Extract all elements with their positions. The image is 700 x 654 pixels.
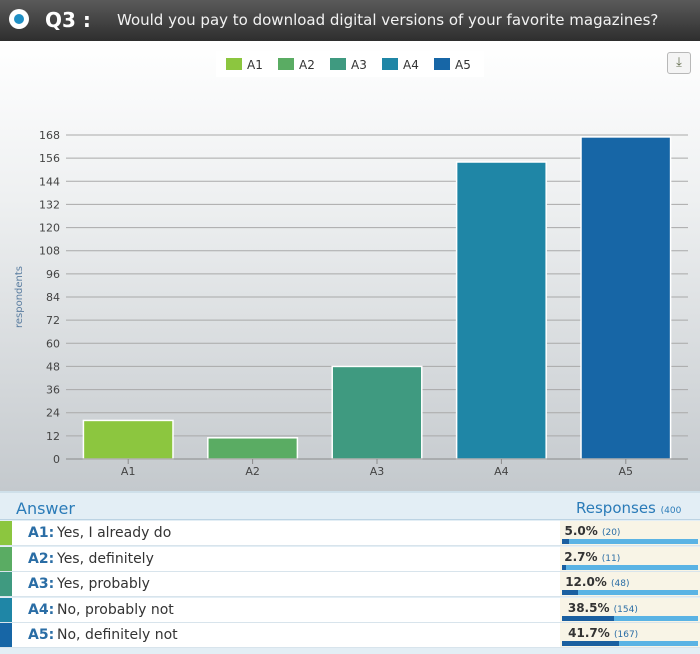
y-tick-label: 0 bbox=[53, 453, 60, 466]
y-tick-label: 120 bbox=[39, 222, 60, 235]
question-text: Would you pay to download digital versio… bbox=[117, 11, 659, 29]
legend-swatch bbox=[278, 58, 294, 70]
legend-label: A1 bbox=[247, 58, 263, 72]
y-tick-label: 36 bbox=[46, 384, 60, 397]
y-tick-label: 24 bbox=[46, 407, 60, 420]
question-number: Q3 : bbox=[45, 8, 91, 32]
answer-code: A3: bbox=[28, 576, 55, 592]
legend-label: A3 bbox=[351, 58, 367, 72]
table-row: A1: Yes, I already do 5.0% (20) bbox=[0, 521, 700, 546]
bar-a3 bbox=[331, 365, 423, 460]
legend-swatch bbox=[330, 58, 346, 70]
percent-value: 5.0% bbox=[564, 524, 598, 538]
response-bar-fill bbox=[562, 590, 579, 595]
x-tick-label: A4 bbox=[494, 465, 509, 478]
answer-color-swatch bbox=[0, 597, 12, 622]
response-count: (167) bbox=[613, 630, 639, 640]
table-row: A3: Yes, probably 12.0% (48) bbox=[0, 572, 700, 597]
response-percent: 12.0% (48) bbox=[565, 575, 629, 589]
legend-label: A4 bbox=[403, 58, 419, 72]
legend-swatch bbox=[434, 58, 450, 70]
chart-panel: A1 A2 A3 A4 A5 0 12 24 36 48 60 72 84 96 108 120 132 144 1… bbox=[0, 41, 700, 491]
download-icon: ⤓ bbox=[676, 55, 682, 70]
response-cell: 41.7% (167) bbox=[560, 623, 700, 647]
response-percent: 38.5% (154) bbox=[568, 601, 638, 615]
percent-value: 38.5% bbox=[567, 600, 610, 615]
response-cell: 5.0% (20) bbox=[560, 521, 700, 545]
response-count: (20) bbox=[601, 528, 621, 538]
y-tick-label: 96 bbox=[46, 268, 60, 281]
y-axis-label: respondents bbox=[14, 266, 25, 328]
y-tick-label: 60 bbox=[46, 337, 60, 350]
answer-label: No, probably not bbox=[57, 601, 174, 618]
legend-label: A2 bbox=[299, 58, 315, 72]
response-bar-fill bbox=[562, 641, 619, 646]
bar-a2 bbox=[207, 437, 299, 460]
download-button[interactable]: ⤓ bbox=[667, 52, 691, 74]
answer-code: A4: bbox=[28, 601, 55, 618]
header-divider bbox=[0, 519, 700, 520]
y-tick-label: 108 bbox=[39, 245, 60, 258]
percent-value: 2.7% bbox=[564, 549, 598, 564]
x-tick-label: A3 bbox=[370, 465, 385, 478]
y-tick-label: 144 bbox=[39, 175, 60, 188]
y-tick-label: 156 bbox=[39, 152, 60, 165]
table-row: A2: Yes, definitely 2.7% (11) bbox=[0, 546, 700, 572]
legend-swatch bbox=[382, 58, 398, 70]
percent-value: 12.0% bbox=[565, 575, 607, 589]
responses-header-label: Responses bbox=[576, 499, 656, 517]
x-tick-label: A2 bbox=[245, 465, 260, 478]
x-tick-label: A5 bbox=[619, 465, 634, 478]
response-cell: 38.5% (154) bbox=[560, 597, 700, 622]
response-percent: 2.7% (11) bbox=[564, 550, 620, 564]
y-tick-label: 72 bbox=[46, 314, 60, 327]
x-tick-label: A1 bbox=[121, 465, 136, 478]
response-count: (48) bbox=[611, 579, 630, 589]
question-header: Q3 : Would you pay to download digital v… bbox=[0, 0, 700, 41]
answer-label: Yes, probably bbox=[57, 576, 150, 592]
response-bar bbox=[562, 539, 698, 544]
answer-code: A1: bbox=[28, 525, 55, 541]
response-percent: 5.0% (20) bbox=[565, 524, 621, 538]
answer-color-swatch bbox=[0, 546, 12, 571]
table-row: A4: No, probably not 38.5% (154) bbox=[0, 597, 700, 623]
response-bar-fill bbox=[562, 615, 615, 621]
answer-label: Yes, definitely bbox=[57, 550, 154, 567]
bar-chart: A1 A2 A3 A4 A5 0 12 24 36 48 60 72 84 96 108 120 132 144 1… bbox=[14, 51, 688, 478]
response-bar bbox=[562, 641, 698, 646]
legend-swatch bbox=[226, 58, 242, 70]
bar-a4 bbox=[455, 161, 547, 460]
answer-header: Answer bbox=[16, 499, 75, 518]
answer-code: A2: bbox=[28, 550, 55, 567]
response-percent: 41.7% (167) bbox=[568, 626, 638, 640]
response-cell: 2.7% (11) bbox=[560, 546, 700, 571]
response-cell: 12.0% (48) bbox=[560, 572, 700, 596]
answer-color-swatch bbox=[0, 623, 12, 647]
response-bar bbox=[562, 590, 698, 595]
bar-a1 bbox=[82, 419, 174, 460]
percent-value: 41.7% bbox=[568, 626, 610, 640]
response-bar bbox=[562, 615, 698, 621]
response-bar-fill bbox=[562, 539, 569, 544]
answer-label: Yes, I already do bbox=[57, 525, 172, 541]
y-tick-label: 12 bbox=[46, 430, 60, 443]
answer-label: No, definitely not bbox=[57, 627, 178, 643]
bar-a5 bbox=[580, 136, 672, 460]
answer-color-swatch bbox=[0, 521, 12, 545]
y-tick-label: 168 bbox=[39, 129, 60, 142]
y-tick-label: 48 bbox=[46, 360, 60, 373]
legend-label: A5 bbox=[455, 58, 471, 72]
answer-code: A5: bbox=[28, 627, 55, 643]
response-bar-fill bbox=[562, 564, 566, 570]
y-tick-label: 84 bbox=[46, 291, 60, 304]
answer-color-swatch bbox=[0, 572, 12, 596]
radio-icon bbox=[9, 9, 29, 29]
y-tick-label: 132 bbox=[39, 198, 60, 211]
response-count: (154) bbox=[613, 604, 638, 615]
response-bar bbox=[562, 564, 698, 570]
table-row: A5: No, definitely not 41.7% (167) bbox=[0, 623, 700, 648]
responses-table: Answer Responses (400 total) A1:Yes, I a… bbox=[0, 491, 700, 654]
response-count: (11) bbox=[601, 553, 621, 564]
